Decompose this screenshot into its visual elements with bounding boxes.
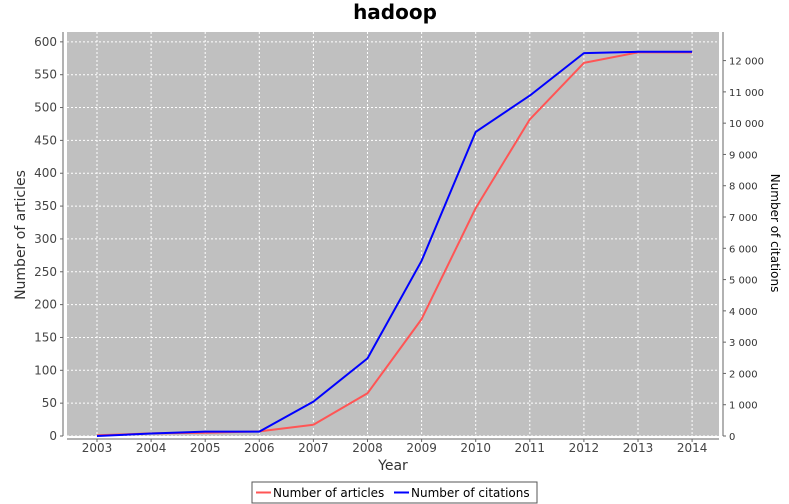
x-tick-label-2: 2005 [190, 441, 221, 455]
legend: Number of articles Number of citations [251, 481, 538, 504]
x-tick-label-11: 2014 [677, 441, 708, 455]
x-axis: 2003 2004 2005 2006 2007 2008 2009 2010 2011 2012… [67, 438, 719, 455]
right-tick-label-4: 4 000 [729, 307, 758, 318]
right-tick-label-6: 6 000 [729, 244, 758, 255]
x-tick-label-9: 2012 [569, 441, 600, 455]
left-tick-label-12: 600 [34, 35, 57, 49]
grid-lines [67, 32, 719, 437]
left-tick-label-0: 0 [49, 429, 57, 443]
series-1-point-2 [204, 431, 206, 433]
right-tick-label-5: 5 000 [729, 276, 758, 287]
series-layer [96, 50, 693, 437]
series-1-point-5 [367, 357, 369, 359]
x-tick-label-6: 2009 [406, 441, 437, 455]
left-tick-label-10: 500 [34, 101, 57, 115]
right-tick-label-2: 2 000 [729, 369, 758, 380]
chart-title: hadoop [353, 0, 437, 24]
series-1-point-1 [150, 432, 152, 434]
series-0-point-5 [367, 392, 369, 394]
plot-area [67, 32, 719, 436]
left-tick-label-3: 150 [34, 330, 57, 344]
x-tick-label-8: 2011 [515, 441, 546, 455]
series-line-1 [96, 50, 693, 437]
left-tick-label-8: 400 [34, 166, 57, 180]
series-1-point-11 [691, 51, 693, 53]
series-0-point-8 [529, 118, 531, 120]
left-tick-label-4: 200 [34, 298, 57, 312]
right-axis-label: Number of citations [768, 174, 782, 293]
x-tick-label-10: 2013 [623, 441, 654, 455]
left-axis-label: Number of articles [13, 170, 29, 300]
series-0-point-9 [583, 62, 585, 64]
series-0-point-4 [312, 424, 314, 426]
x-tick-label-7: 2010 [460, 441, 491, 455]
left-tick-label-11: 550 [34, 68, 57, 82]
right-tick-label-8: 8 000 [729, 182, 758, 193]
series-0-point-7 [475, 207, 477, 209]
series-1-point-8 [529, 95, 531, 97]
left-tick-label-5: 250 [34, 265, 57, 279]
x-tick-label-4: 2007 [298, 441, 329, 455]
right-tick-label-11: 11 000 [729, 88, 764, 99]
left-tick-label-6: 300 [34, 232, 57, 246]
right-tick-label-10: 10 000 [729, 119, 764, 130]
right-tick-label-9: 9 000 [729, 150, 758, 161]
left-axis: 0 50 100 150 200 250 300 350 400 450 500 550 600 [34, 32, 64, 443]
series-0-point-6 [421, 318, 423, 320]
series-1-point-9 [583, 52, 585, 54]
series-1-point-6 [421, 260, 423, 262]
right-tick-label-7: 7 000 [729, 213, 758, 224]
x-tick-label-3: 2006 [244, 441, 275, 455]
series-1-point-0 [96, 435, 98, 437]
left-tick-label-7: 350 [34, 199, 57, 213]
left-tick-label-1: 50 [42, 396, 57, 410]
right-tick-label-3: 3 000 [729, 338, 758, 349]
legend-label-articles: Number of articles [273, 486, 384, 500]
left-tick-label-9: 450 [34, 133, 57, 147]
series-1-point-4 [312, 401, 314, 403]
series-1-point-3 [258, 431, 260, 433]
right-tick-label-12: 12 000 [729, 57, 764, 68]
right-axis: 0 1 000 2 000 3 000 4 000 5 000 6 000 7 000 8 00… [722, 32, 764, 443]
x-tick-label-5: 2008 [352, 441, 383, 455]
right-tick-label-1: 1 000 [729, 401, 758, 412]
series-1-point-10 [637, 51, 639, 53]
x-axis-label: Year [377, 458, 408, 474]
right-tick-label-0: 0 [729, 432, 735, 443]
x-tick-label-1: 2004 [136, 441, 167, 455]
series-1-point-7 [475, 131, 477, 133]
legend-label-citations: Number of citations [411, 486, 530, 500]
x-tick-label-0: 2003 [82, 441, 113, 455]
left-tick-label-2: 100 [34, 363, 57, 377]
